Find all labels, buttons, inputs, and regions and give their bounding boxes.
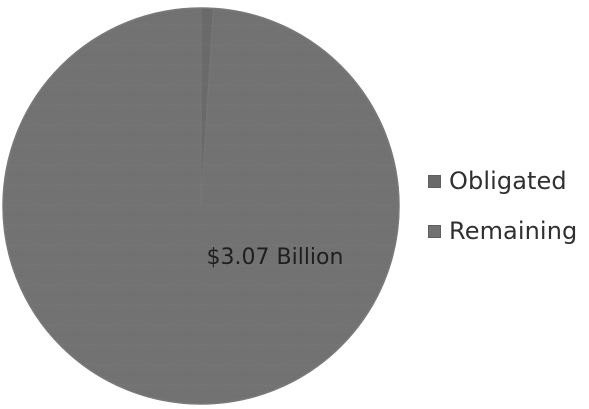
legend-item-remaining: Remaining (428, 216, 588, 246)
legend: Obligated Remaining (428, 166, 588, 266)
pie-outline (2, 7, 400, 405)
remaining-label: Remaining (449, 217, 578, 245)
pie-slices (2, 7, 400, 405)
pie-data-label: $3.07 Billion (207, 245, 344, 270)
pie-slice-texture-remaining (2, 8, 400, 404)
obligated-swatch (428, 174, 441, 188)
remaining-swatch (428, 224, 441, 238)
obligated-label: Obligated (449, 167, 567, 195)
legend-item-obligated: Obligated (428, 166, 588, 196)
